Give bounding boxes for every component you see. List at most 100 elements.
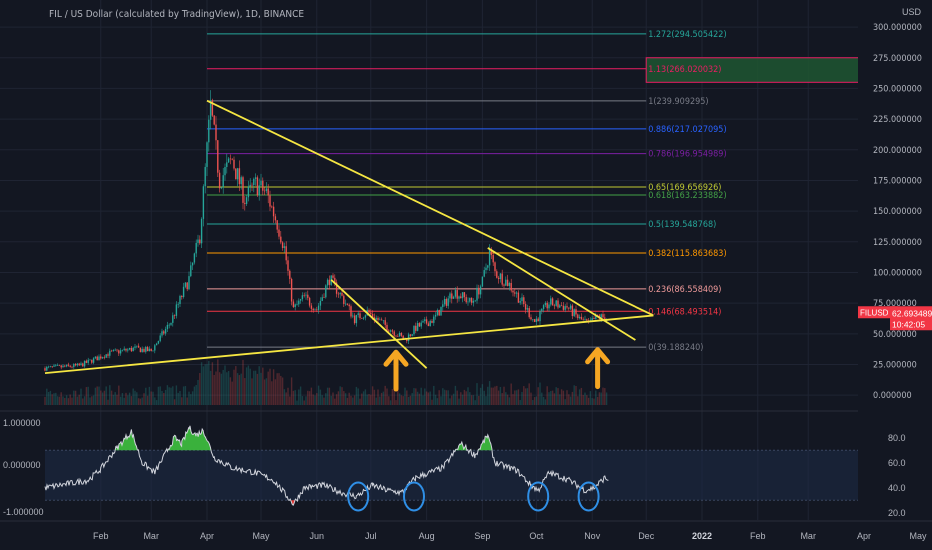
price-axis-bg <box>858 0 932 550</box>
candle-body <box>411 334 413 336</box>
volume-bar <box>296 400 298 405</box>
volume-bar <box>118 385 120 405</box>
volume-bar <box>373 389 376 405</box>
volume-bar <box>82 398 84 405</box>
candle-body <box>107 354 109 356</box>
candle-body <box>420 322 422 327</box>
candle-body <box>530 317 532 320</box>
candle-body <box>519 301 521 303</box>
volume-bar <box>292 390 295 405</box>
candle-body <box>487 265 489 268</box>
symbol-tag <box>858 306 898 319</box>
candle-body <box>461 292 464 299</box>
volume-bar <box>195 384 197 405</box>
candle-body <box>251 184 253 186</box>
volume-bar <box>58 396 61 405</box>
candle-body <box>357 313 359 315</box>
time-tick-label: Sep <box>474 531 490 541</box>
candle-body <box>249 184 251 187</box>
candle-body <box>152 350 154 352</box>
candle-body <box>227 158 230 163</box>
volume-bar <box>109 385 111 405</box>
candle-body <box>245 197 248 204</box>
trendlines[interactable] <box>44 99 654 374</box>
volume-bar <box>53 393 55 405</box>
candle-body <box>121 349 124 351</box>
candle-body <box>510 282 512 291</box>
candle-body <box>413 325 415 335</box>
volume-bar <box>101 392 104 405</box>
candle-body <box>157 340 160 344</box>
volume-bar <box>361 393 363 405</box>
volume-bar <box>280 375 282 405</box>
candle-body <box>146 346 149 352</box>
candle-body <box>339 292 341 295</box>
candle-body <box>557 300 559 308</box>
volume-bar <box>598 392 601 405</box>
volume-bar <box>116 394 118 405</box>
time-axis-bg <box>0 521 932 550</box>
time-tick-label: Jul <box>365 531 377 541</box>
candle-body <box>586 319 588 321</box>
volume-bar <box>548 392 550 405</box>
candle-body <box>217 140 219 173</box>
candle-body <box>559 305 561 308</box>
volume-bar <box>83 396 86 405</box>
volume-bar <box>568 394 570 405</box>
volume-bar <box>247 365 250 405</box>
candle-body <box>161 331 163 336</box>
volume-bar <box>467 387 469 405</box>
volume-bar <box>283 389 286 405</box>
volume-bar <box>434 394 437 405</box>
volume-bar <box>168 387 170 405</box>
candle-body <box>127 349 129 351</box>
candle-body <box>100 356 102 359</box>
candle-body <box>325 285 327 298</box>
candle-body <box>481 276 484 287</box>
volume-bar <box>566 390 568 405</box>
rsi-pane <box>0 410 932 512</box>
volume-bar <box>442 388 444 405</box>
candle-body <box>177 304 179 305</box>
volume-bar <box>564 399 566 405</box>
candle-body <box>260 180 262 186</box>
volume-bar <box>578 389 581 405</box>
rsi-tick-left: 1.000000 <box>3 418 41 428</box>
candle-body <box>278 229 280 237</box>
volume-bar <box>272 369 275 405</box>
volume-bar <box>555 387 557 405</box>
candle-body <box>148 348 151 352</box>
volume-bar <box>92 395 95 405</box>
volume-bar <box>460 392 462 405</box>
candle-body <box>343 295 345 304</box>
volume-bar <box>137 398 140 405</box>
candle-body <box>539 311 541 322</box>
volume-bar <box>557 388 559 405</box>
candle-body <box>56 365 59 366</box>
volume-bar <box>451 395 453 405</box>
volume-bar <box>326 387 329 405</box>
volume-bar <box>539 382 541 405</box>
volume-bar <box>479 387 482 405</box>
candle-body <box>47 366 50 368</box>
volume-bar <box>308 391 311 405</box>
volume-bar <box>465 391 467 405</box>
fib-level-label: 1.272(294.505422) <box>648 30 726 40</box>
volume-bar <box>157 386 160 405</box>
candle-body <box>479 286 482 295</box>
volume-bar <box>233 369 235 405</box>
volume-bar <box>276 373 278 405</box>
volume-bar <box>596 396 599 405</box>
candle-body <box>247 186 250 198</box>
volume-bar <box>541 392 543 405</box>
price-tick-label: 75.000000 <box>873 299 917 309</box>
candle-body <box>103 357 106 358</box>
volume-bar <box>172 386 174 405</box>
candle-body <box>578 316 581 319</box>
candle-body <box>492 255 494 263</box>
candle-body <box>96 356 98 361</box>
volume-bar <box>501 393 503 405</box>
volume-bar <box>328 387 331 405</box>
volume-bar <box>481 384 484 405</box>
